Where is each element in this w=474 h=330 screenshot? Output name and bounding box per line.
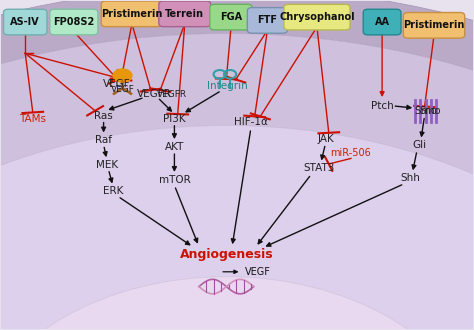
- Text: AA: AA: [374, 17, 390, 27]
- Text: Ptch: Ptch: [371, 101, 393, 111]
- Text: ERK: ERK: [103, 186, 123, 196]
- Wedge shape: [0, 277, 474, 330]
- FancyBboxPatch shape: [159, 1, 211, 27]
- FancyBboxPatch shape: [101, 1, 163, 27]
- Text: PI3K: PI3K: [163, 114, 186, 124]
- Text: VEGF: VEGF: [102, 80, 130, 89]
- FancyBboxPatch shape: [210, 4, 252, 30]
- Text: Smo: Smo: [414, 106, 437, 116]
- Text: Pristimerin: Pristimerin: [101, 9, 163, 19]
- Text: Integrin: Integrin: [207, 81, 247, 91]
- Wedge shape: [0, 0, 474, 310]
- Text: TAMs: TAMs: [19, 114, 46, 124]
- Text: VEGF: VEGF: [245, 267, 271, 277]
- Text: Gli: Gli: [413, 140, 427, 150]
- Text: Raf: Raf: [95, 135, 112, 145]
- Text: VEGFR: VEGFR: [156, 90, 187, 99]
- Text: FP08S2: FP08S2: [53, 17, 94, 27]
- Text: JAK: JAK: [317, 134, 334, 144]
- Text: mTOR: mTOR: [158, 175, 190, 185]
- Text: Smo: Smo: [419, 106, 441, 116]
- Text: Angiogenesis: Angiogenesis: [180, 248, 273, 261]
- Text: VEGFR: VEGFR: [137, 89, 172, 99]
- Text: FGA: FGA: [220, 12, 242, 22]
- Text: Pristimerin: Pristimerin: [403, 20, 465, 30]
- Text: FTF: FTF: [257, 16, 277, 25]
- Wedge shape: [0, 126, 474, 330]
- Text: HIF-1α: HIF-1α: [234, 117, 268, 127]
- Text: STAT3: STAT3: [304, 163, 335, 173]
- Text: Terrein: Terrein: [165, 9, 204, 19]
- Text: miR-506: miR-506: [330, 148, 371, 158]
- Text: MEK: MEK: [96, 160, 118, 170]
- FancyBboxPatch shape: [50, 9, 98, 35]
- Text: VEGF: VEGF: [110, 85, 135, 94]
- Text: AS-IV: AS-IV: [10, 17, 40, 27]
- FancyBboxPatch shape: [284, 4, 350, 30]
- Text: Ras: Ras: [94, 111, 113, 121]
- FancyBboxPatch shape: [3, 9, 47, 35]
- Circle shape: [113, 69, 132, 82]
- FancyBboxPatch shape: [363, 9, 401, 35]
- FancyBboxPatch shape: [403, 13, 465, 38]
- Text: AKT: AKT: [165, 142, 184, 152]
- Text: Shh: Shh: [401, 173, 420, 183]
- Wedge shape: [0, 34, 474, 330]
- FancyBboxPatch shape: [247, 8, 287, 33]
- Text: Chrysophanol: Chrysophanol: [279, 12, 355, 22]
